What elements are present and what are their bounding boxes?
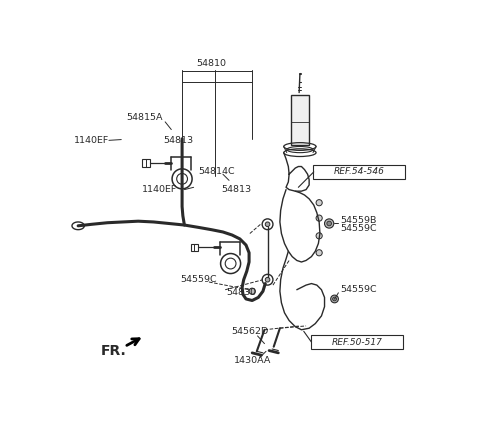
Circle shape — [249, 288, 255, 294]
Circle shape — [316, 215, 322, 221]
Circle shape — [331, 295, 338, 303]
Bar — [191, 244, 198, 251]
Circle shape — [316, 233, 322, 239]
Bar — [291, 95, 309, 145]
Text: REF.50-517: REF.50-517 — [332, 338, 382, 346]
Text: FR.: FR. — [101, 344, 127, 358]
Text: 1430AA: 1430AA — [233, 356, 271, 365]
Text: 54814C: 54814C — [198, 167, 235, 177]
Circle shape — [324, 219, 334, 228]
Text: 54815A: 54815A — [126, 113, 163, 122]
Text: 54810: 54810 — [196, 59, 227, 68]
Text: 54830: 54830 — [227, 288, 257, 297]
Text: 1140EF: 1140EF — [142, 185, 178, 194]
Circle shape — [265, 277, 270, 282]
Text: 54559C: 54559C — [340, 285, 377, 294]
Circle shape — [327, 221, 332, 226]
Circle shape — [333, 297, 336, 301]
Text: 54562D: 54562D — [231, 327, 268, 336]
Text: 54559C: 54559C — [180, 275, 217, 284]
Text: 54813: 54813 — [221, 185, 252, 194]
Circle shape — [316, 200, 322, 206]
Circle shape — [316, 250, 322, 256]
Circle shape — [265, 222, 270, 226]
Text: REF.54-546: REF.54-546 — [334, 167, 384, 177]
Bar — [142, 159, 150, 166]
Text: 54559C: 54559C — [340, 224, 377, 233]
Text: 1140EF: 1140EF — [74, 136, 109, 145]
Text: 54559B: 54559B — [340, 216, 376, 225]
Text: 54813: 54813 — [163, 136, 193, 145]
